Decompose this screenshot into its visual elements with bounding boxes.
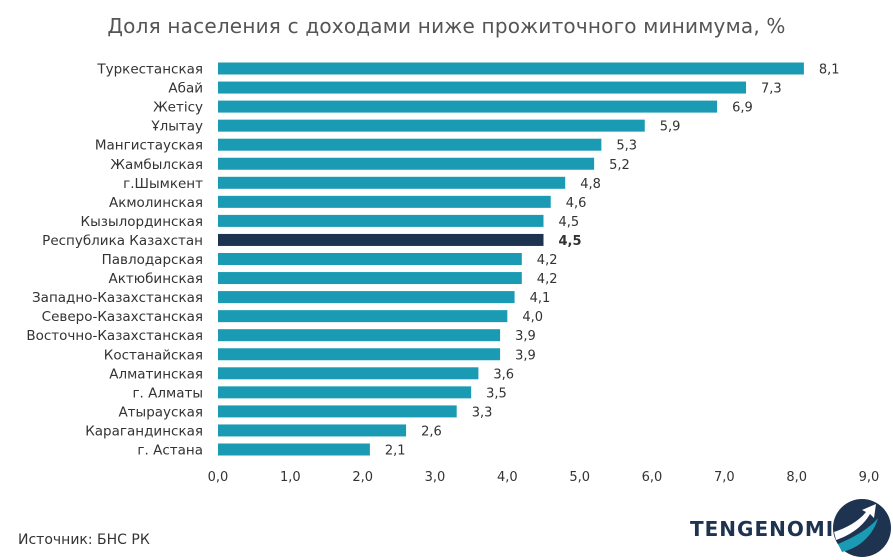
x-tick-label: 8,0 (786, 470, 807, 485)
bar (218, 253, 522, 265)
tengenomika-swoosh-icon (833, 499, 891, 557)
data-label: 3,3 (472, 405, 493, 420)
x-tick-label: 0,0 (208, 470, 229, 485)
x-tick-label: 4,0 (497, 470, 518, 485)
data-label: 8,1 (819, 63, 840, 78)
data-label: 4,6 (566, 196, 587, 211)
bar (218, 157, 595, 170)
bar (218, 119, 645, 132)
bar (218, 386, 472, 399)
category-label: Жамбылская (110, 157, 203, 173)
bar (218, 348, 501, 361)
category-label: Республика Казахстан (42, 233, 203, 249)
data-label: 3,9 (515, 329, 536, 344)
data-label: 4,8 (580, 177, 601, 192)
x-tick-label: 2,0 (352, 470, 373, 485)
x-tick-label: 9,0 (859, 470, 880, 485)
data-label: 4,5 (559, 234, 582, 249)
data-label: 3,6 (493, 367, 514, 382)
x-tick-label: 1,0 (280, 470, 301, 485)
category-label: г. Алматы (132, 385, 203, 401)
category-label: Ұлытау (150, 119, 203, 135)
bar (218, 272, 522, 285)
category-label: Павлодарская (102, 252, 203, 268)
category-label: Мангистауская (95, 138, 203, 154)
category-label: Кызылординская (81, 214, 203, 230)
x-tick-label: 7,0 (714, 470, 735, 485)
data-label: 3,5 (486, 386, 507, 401)
category-label: Северо-Казахстанская (42, 309, 203, 325)
x-tick-label: 6,0 (642, 470, 663, 485)
category-label: г.Шымкент (123, 176, 203, 192)
bar (218, 329, 501, 342)
bar (218, 443, 370, 456)
source-note: Источник: БНС РК (18, 532, 150, 548)
x-tick-label: 5,0 (569, 470, 590, 485)
bar (218, 176, 566, 189)
category-label: Абай (168, 81, 203, 97)
category-label: Туркестанская (96, 62, 203, 78)
bar (218, 367, 479, 380)
category-label: Акмолинская (109, 195, 203, 211)
bar-highlight (218, 233, 544, 246)
bar (218, 62, 804, 75)
category-label: Актюбинская (108, 271, 203, 287)
category-label: Западно-Казахстанская (32, 290, 203, 306)
chart-title: Доля населения с доходами ниже прожиточн… (107, 14, 786, 38)
bar (218, 214, 544, 227)
data-label: 4,2 (537, 272, 558, 287)
category-label: Жетісу (153, 100, 203, 116)
data-label: 4,1 (530, 291, 551, 306)
category-label: г. Астана (137, 443, 203, 459)
category-label: Алматинская (109, 366, 203, 382)
bar-chart: Туркестанская 8,1 Абай 7,3 Жетісу 6,9 Ұлытау 5,… (26, 62, 880, 486)
category-label: Карагандинская (85, 423, 203, 439)
data-label: 4,5 (559, 215, 580, 230)
bar (218, 138, 602, 151)
bar (218, 81, 747, 94)
bar (218, 195, 551, 208)
category-label: Восточно-Казахстанская (26, 328, 203, 344)
data-label: 6,9 (732, 101, 753, 116)
data-label: 4,0 (522, 310, 543, 325)
x-tick-label: 3,0 (425, 470, 446, 485)
category-label: Атырауская (118, 404, 203, 420)
bar (218, 405, 457, 418)
bar (218, 424, 407, 437)
category-label: Костанайская (104, 347, 203, 363)
data-label: 2,1 (385, 444, 406, 459)
data-label: 3,9 (515, 348, 536, 363)
data-label: 7,3 (761, 82, 782, 97)
data-label: 2,6 (421, 424, 442, 439)
bar (218, 291, 515, 304)
data-label: 5,3 (616, 139, 637, 154)
bar (218, 100, 718, 113)
bar (218, 310, 508, 323)
data-label: 5,2 (609, 158, 630, 173)
data-label: 5,9 (660, 120, 681, 135)
data-label: 4,2 (537, 253, 558, 268)
